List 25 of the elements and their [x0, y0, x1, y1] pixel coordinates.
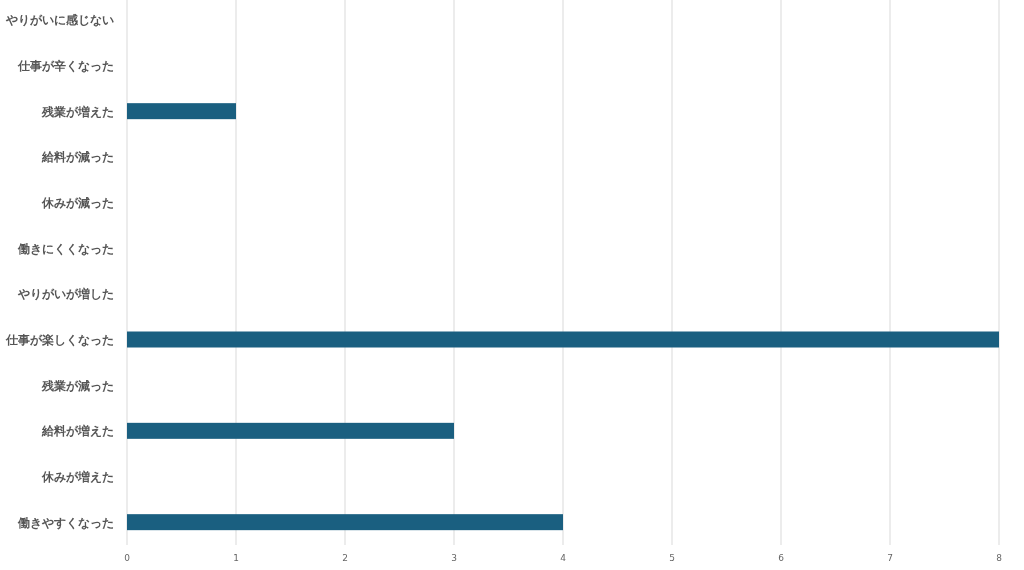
x-tick-label: 0: [124, 553, 131, 563]
y-tick-label: 働きやすくなった: [17, 515, 114, 530]
x-tick-label: 6: [778, 553, 785, 563]
y-tick-label: 給料が減った: [41, 150, 114, 165]
bar: [127, 103, 236, 120]
x-tick-label: 4: [560, 553, 567, 563]
y-tick-label: 休みが増えた: [41, 470, 114, 484]
y-tick-label: 給料が増えた: [41, 424, 114, 439]
y-tick-label: 仕事が楽しくなった: [5, 333, 114, 347]
y-tick-label: 休みが減った: [41, 196, 114, 210]
y-tick-label: 働きにくくなった: [17, 241, 114, 256]
bar: [127, 422, 454, 439]
bar: [127, 331, 999, 348]
y-tick-label: やりがいに感じない: [5, 13, 114, 28]
x-tick-label: 2: [342, 553, 348, 563]
x-tick-label: 3: [451, 553, 457, 563]
y-tick-label: 残業が減った: [41, 378, 114, 393]
y-tick-label: 仕事が辛くなった: [17, 59, 114, 73]
bar: [127, 514, 563, 531]
x-tick-label: 1: [233, 553, 239, 563]
y-tick-label: 残業が増えた: [41, 104, 114, 119]
y-tick-label: やりがいが増した: [17, 287, 114, 302]
x-tick-label: 7: [887, 553, 893, 563]
x-tick-label: 5: [669, 553, 675, 563]
x-tick-label: 8: [996, 553, 1003, 563]
